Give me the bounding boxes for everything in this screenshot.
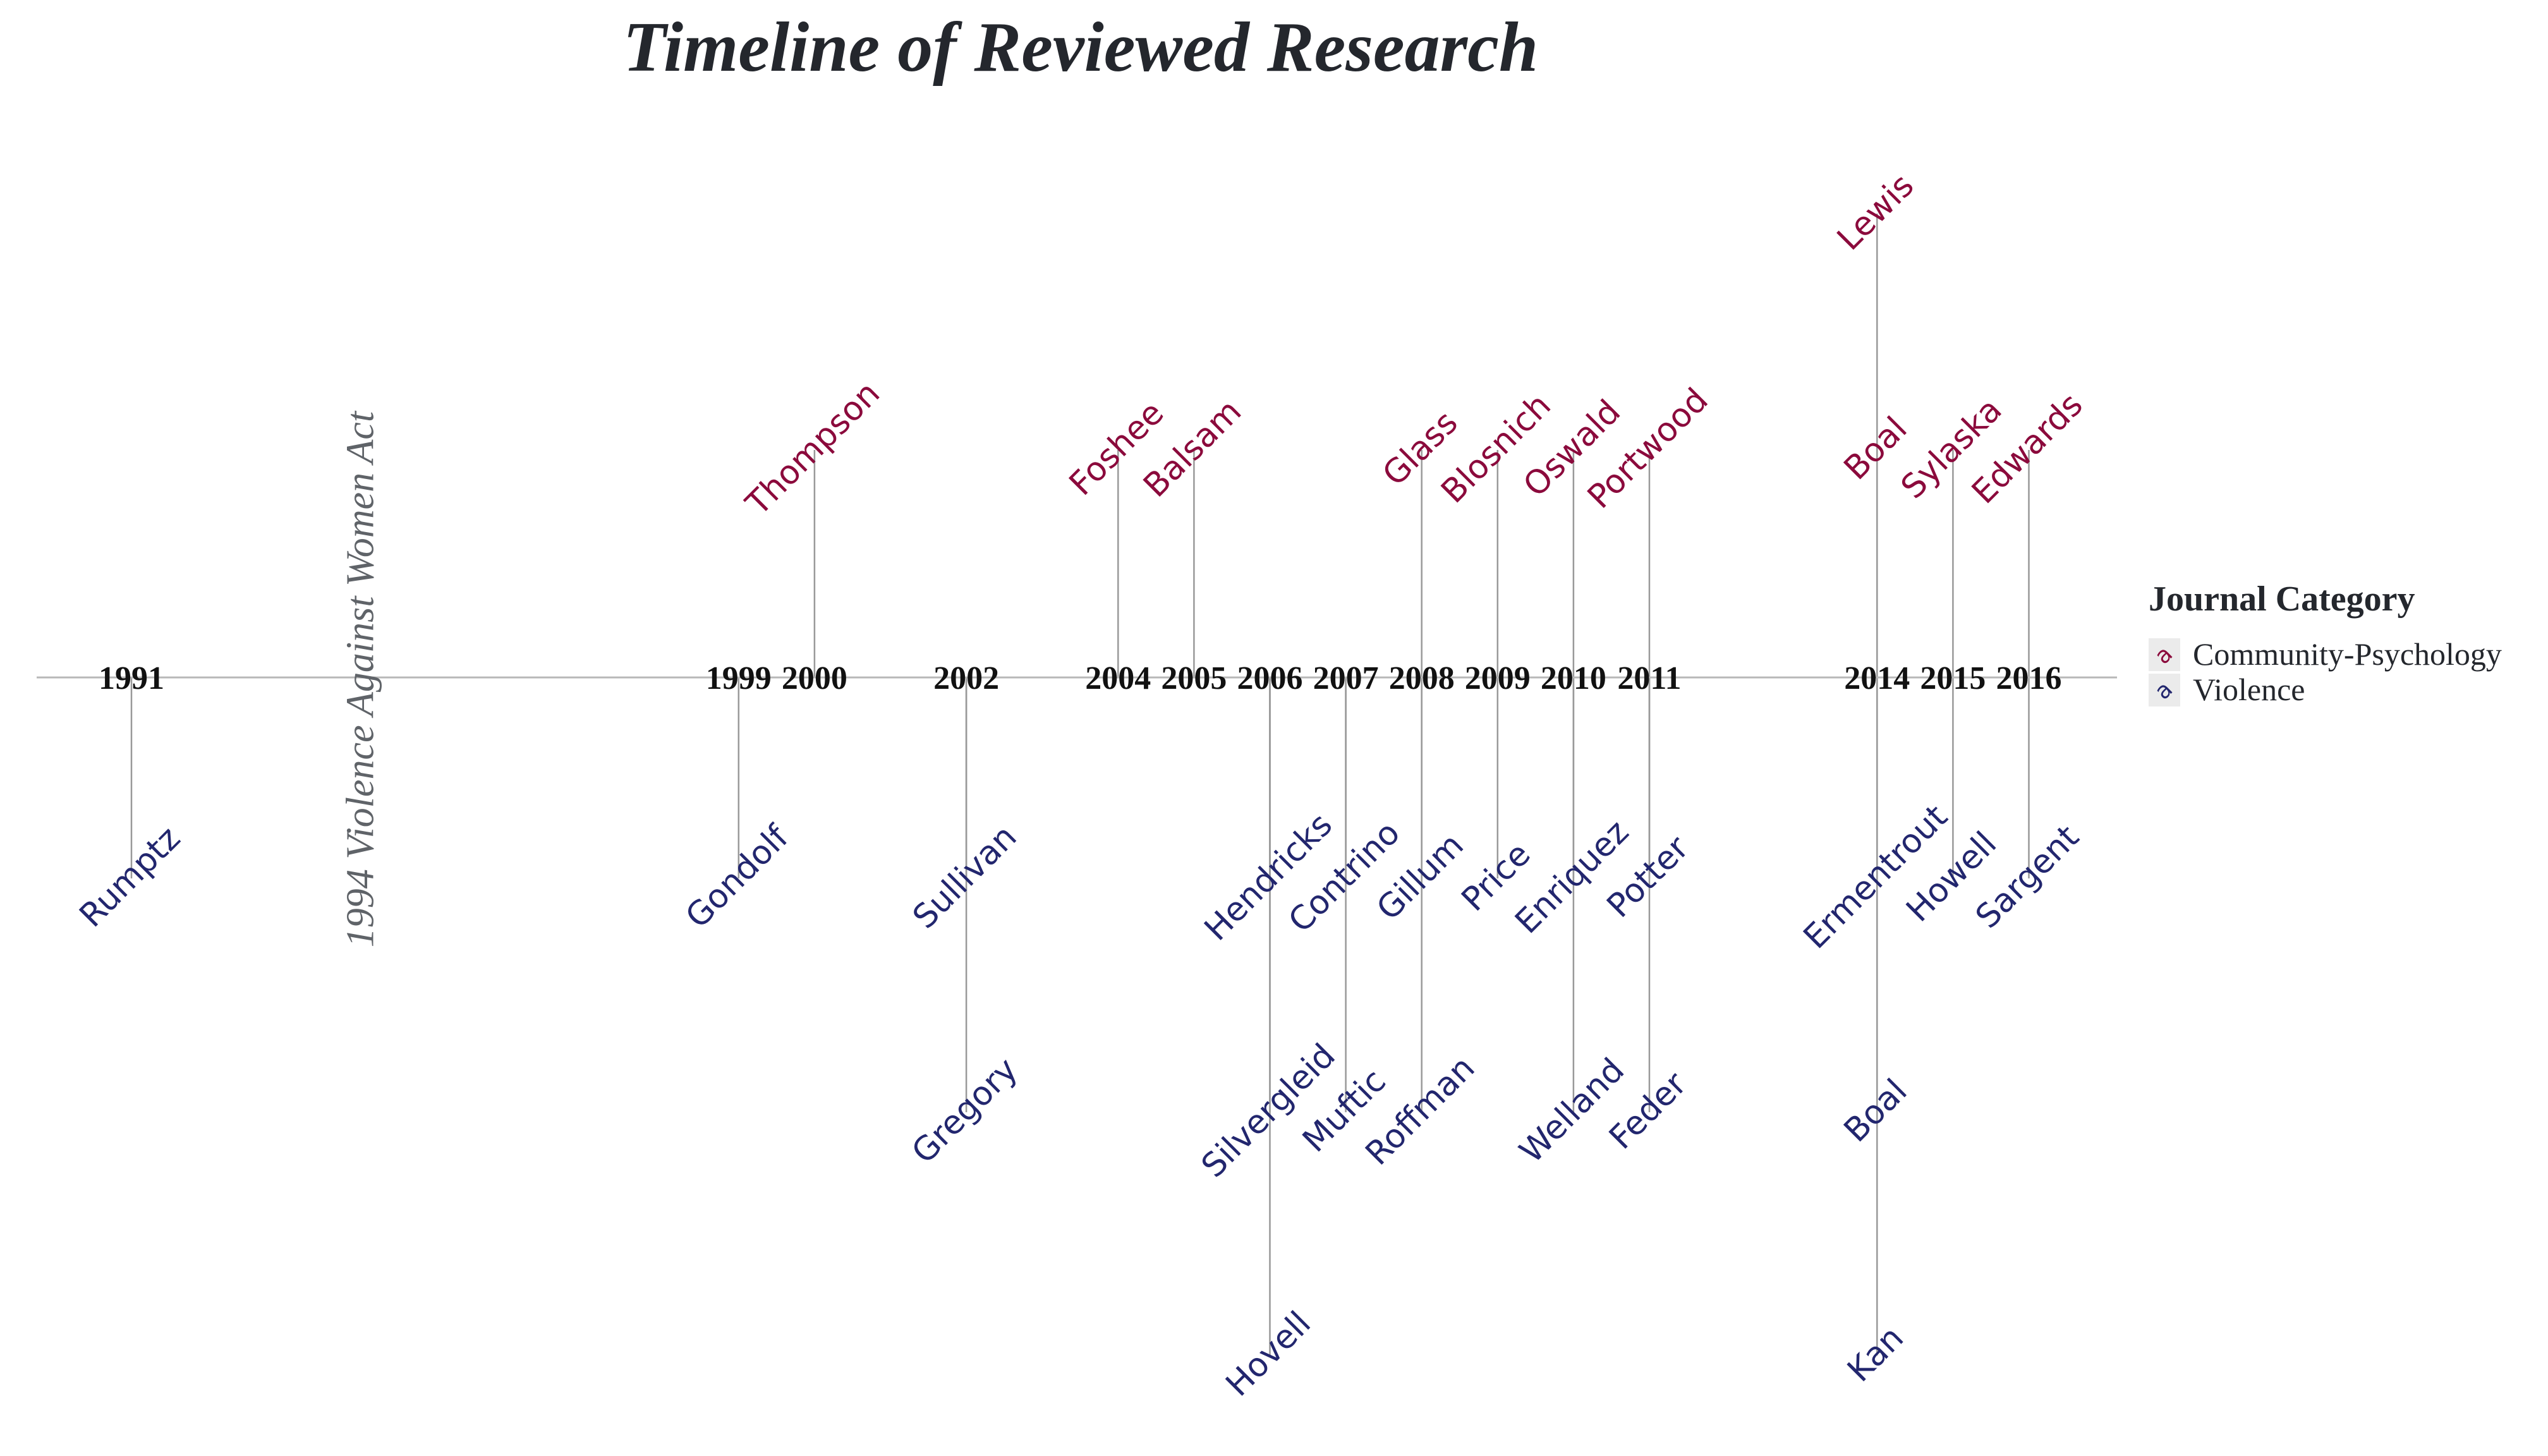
year-label-2009: 2009 <box>1465 660 1531 696</box>
year-label-2014: 2014 <box>1844 660 1910 696</box>
legend-label: Violence <box>2193 672 2305 707</box>
year-label-2015: 2015 <box>1920 660 1986 696</box>
author-label-sullivan: Sullivan <box>906 818 1024 936</box>
legend-label: Community-Psychology <box>2193 636 2502 672</box>
year-label-2004: 2004 <box>1085 660 1151 696</box>
author-label-boal: Boal <box>1837 1072 1915 1150</box>
year-label-2016: 2016 <box>1996 660 2062 696</box>
year-label-2011: 2011 <box>1617 660 1681 696</box>
year-label-2006: 2006 <box>1237 660 1303 696</box>
year-label-1991: 1991 <box>99 660 164 696</box>
year-label-2002: 2002 <box>933 660 999 696</box>
year-label-2008: 2008 <box>1389 660 1455 696</box>
event-layer: 1994 Violence Against Women Act <box>339 410 382 947</box>
author-label-rumptz: Rumptz <box>73 820 188 935</box>
year-label-2005: 2005 <box>1161 660 1227 696</box>
year-label-2000: 2000 <box>782 660 847 696</box>
author-label-gondolf: Gondolf <box>679 818 797 936</box>
year-labels-layer: 1991 1999 2000 2002 2004 2005 2006 2007 2008 2009… <box>99 660 2062 696</box>
legend-item-violence: a Violence <box>2149 672 2305 707</box>
event-annotation: 1994 Violence Against Women Act <box>339 410 382 947</box>
chart-title: Timeline of Reviewed Research <box>623 8 1538 87</box>
year-label-2007: 2007 <box>1313 660 1379 696</box>
legend-item-community-psychology: a Community-Psychology <box>2149 636 2502 672</box>
year-label-2010: 2010 <box>1541 660 1606 696</box>
stems-layer <box>130 214 2030 1356</box>
legend-title: Journal Category <box>2149 579 2415 619</box>
legend-key <box>2149 674 2180 707</box>
author-label-thompson: Thompson <box>739 374 888 523</box>
year-label-1999: 1999 <box>706 660 772 696</box>
author-label-welland: Welland <box>1512 1051 1632 1170</box>
author-label-lewis: Lewis <box>1830 167 1921 258</box>
author-label-kan: Kan <box>1840 1319 1911 1390</box>
author-label-gregory: Gregory <box>905 1051 1026 1172</box>
author-label-enriquez: Enriquez <box>1508 813 1636 941</box>
legend-key <box>2149 638 2180 671</box>
author-label-hovell: Hovell <box>1219 1304 1318 1404</box>
author-label-roffman: Roffman <box>1359 1049 1483 1173</box>
